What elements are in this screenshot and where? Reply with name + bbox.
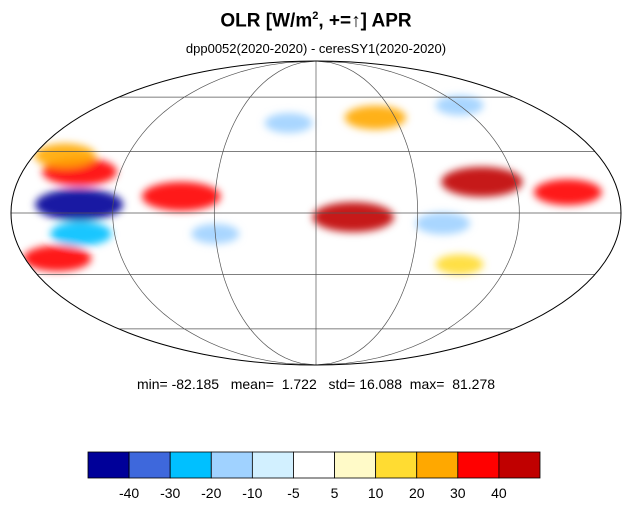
anomaly-north-atlantic-negative (264, 113, 313, 134)
colorbar-tick-label: 5 (331, 485, 339, 501)
std-value: 16.088 (359, 376, 403, 392)
meridian-line (315, 61, 419, 365)
colorbar-swatch (498, 451, 541, 479)
meridian-line (112, 61, 317, 365)
colorbar-tick-label: -40 (119, 485, 139, 501)
anomaly-tropical-pacific-negative-band (35, 188, 124, 221)
colorbar-swatch (251, 451, 294, 479)
colorbar-tick-label: -20 (201, 485, 221, 501)
colorbar-tick-label: 10 (368, 485, 384, 501)
mean-value: 1.722 (281, 376, 317, 392)
anomaly-indian-ocean-negative (415, 212, 471, 235)
meridian-line (315, 61, 520, 365)
statistics-line: min= -82.185 mean= 1.722 std= 16.088 max… (0, 376, 632, 392)
meridian-line (213, 61, 317, 365)
colorbar-swatch (169, 451, 212, 479)
colorbar-swatch (375, 451, 418, 479)
colorbar-tick-label: 20 (409, 485, 425, 501)
min-label: min= (136, 376, 168, 392)
colorbar-tick-label: -10 (242, 485, 262, 501)
map-title: OLR [W/m2, +=↑] APR (220, 10, 412, 32)
anomaly-central-america-positive (141, 181, 221, 211)
colorbar-tick-label: -30 (160, 485, 180, 501)
colorbar-tick-label: -5 (287, 485, 300, 501)
colorbar-swatch (457, 451, 500, 479)
max-label: max= (409, 376, 445, 392)
world-map (10, 60, 622, 366)
anomaly-field (23, 95, 602, 275)
anomaly-central-africa-positive (312, 202, 394, 233)
anomaly-north-pacific-positive-band (34, 143, 96, 168)
anomaly-west-pacific-positive (533, 179, 602, 206)
anomaly-arabia-positive (344, 105, 407, 130)
colorbar-swatch (416, 451, 459, 479)
colorbar-tick-label: 30 (450, 485, 466, 501)
colorbar-swatch (293, 451, 335, 479)
colorbar-tick-label: 40 (491, 485, 507, 501)
max-value: 81.278 (452, 376, 496, 392)
graticule (11, 61, 621, 365)
colorbar: -40 -30 -20 -10 -5 5 10 20 30 40 (87, 451, 541, 501)
colorbar-swatch (334, 451, 377, 479)
min-value: -82.185 (171, 376, 220, 392)
std-label: std= (328, 376, 356, 392)
map-subtitle: dpp0052(2020-2020) - ceresSY1(2020-2020) (185, 41, 447, 56)
anomaly-south-pacific-negative-band (50, 221, 112, 246)
anomaly-south-indian-ocean-positive (435, 254, 484, 275)
globe-outline (10, 60, 622, 366)
mean-label: mean= (230, 376, 274, 392)
colorbar-swatch (210, 451, 253, 479)
colorbar-swatch (87, 451, 130, 479)
colorbar-swatch (128, 451, 171, 479)
anomaly-southeast-asia-positive (441, 166, 523, 197)
anomaly-southeast-pacific-positive-band (23, 245, 92, 272)
